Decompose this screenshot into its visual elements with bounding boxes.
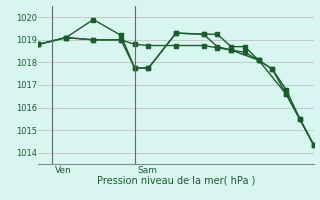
Text: Ven: Ven — [55, 166, 72, 175]
Text: Sam: Sam — [138, 166, 157, 175]
X-axis label: Pression niveau de la mer( hPa ): Pression niveau de la mer( hPa ) — [97, 175, 255, 185]
